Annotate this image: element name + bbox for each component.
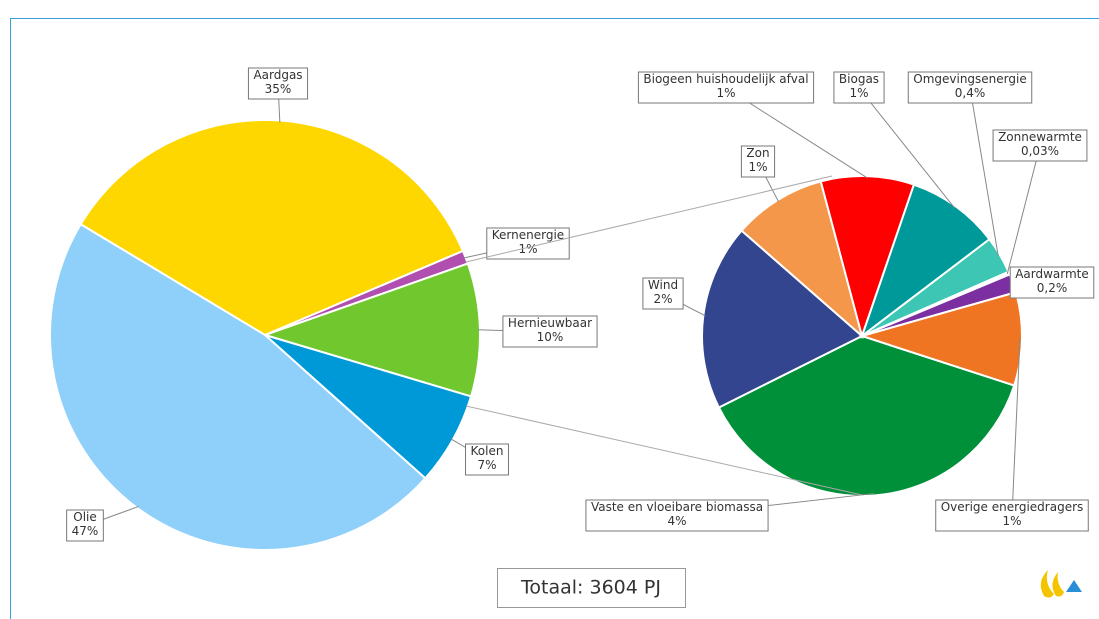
pie bbox=[701, 175, 1023, 497]
slice-label: Kolen bbox=[471, 444, 504, 458]
label-box bbox=[66, 509, 104, 542]
slice-value-label: 1% bbox=[748, 160, 767, 174]
label-box bbox=[637, 71, 815, 104]
slice-label: Wind bbox=[648, 278, 678, 292]
slice-value-label: 0,4% bbox=[955, 86, 986, 100]
pie-slice bbox=[701, 229, 864, 409]
slice-value-label: 2% bbox=[653, 292, 672, 306]
slice-value-label: 7% bbox=[477, 458, 496, 472]
slice-value-label: 1% bbox=[716, 86, 735, 100]
label-leader bbox=[1006, 145, 1041, 275]
logo bbox=[1040, 570, 1082, 598]
slice-label: Omgevingsenergie bbox=[913, 72, 1026, 86]
label-leader bbox=[969, 87, 999, 257]
connector bbox=[465, 405, 863, 496]
slice-label: Zon bbox=[746, 146, 769, 160]
slice-value-label: 47% bbox=[72, 524, 99, 538]
total-label: Totaal: 3604 PJ bbox=[520, 577, 661, 599]
slice-label: Biogas bbox=[839, 72, 879, 86]
pie bbox=[49, 119, 481, 551]
label-box bbox=[907, 71, 1033, 104]
slice-label: Hernieuwbaar bbox=[508, 316, 592, 330]
slice-label: Overige energiedragers bbox=[941, 500, 1084, 514]
label-box bbox=[642, 277, 684, 310]
pie-labels: Vaste en vloeibare biomassa4%Wind2%Zon1%… bbox=[585, 71, 1095, 532]
label-leader bbox=[858, 87, 955, 209]
pie-slice bbox=[49, 222, 427, 551]
label-box bbox=[833, 71, 885, 104]
slice-value-label: 0,03% bbox=[1021, 144, 1059, 158]
slice-value-label: 35% bbox=[265, 82, 292, 96]
label-box bbox=[585, 499, 769, 532]
slice-label: Aardgas bbox=[253, 68, 302, 82]
slice-label: Biogeen huishoudelijk afval bbox=[643, 72, 808, 86]
total-box bbox=[497, 568, 686, 608]
connector bbox=[465, 175, 833, 263]
pie-slice bbox=[819, 175, 916, 340]
label-box bbox=[247, 67, 309, 100]
label-box bbox=[502, 315, 598, 348]
slice-label: Vaste en vloeibare biomassa bbox=[591, 500, 763, 514]
slice-value-label: 1% bbox=[849, 86, 868, 100]
pie-slice bbox=[859, 183, 991, 339]
label-box bbox=[1009, 266, 1095, 299]
slice-value-label: 10% bbox=[537, 330, 564, 344]
label-box bbox=[486, 227, 570, 260]
slice-value-label: 1% bbox=[1002, 514, 1021, 528]
pie-slice bbox=[717, 334, 1016, 497]
pie-connectors bbox=[465, 175, 863, 496]
label-box bbox=[465, 443, 509, 476]
slice-label: Aardwarmte bbox=[1015, 267, 1089, 281]
slice-value-label: 4% bbox=[667, 514, 686, 528]
label-box bbox=[740, 145, 776, 178]
label-box bbox=[992, 129, 1088, 162]
slice-value-label: 1% bbox=[518, 242, 537, 256]
slice-label: Zonnewarmte bbox=[998, 130, 1082, 144]
label-leader bbox=[1011, 338, 1021, 517]
slice-value-label: 0,2% bbox=[1037, 281, 1068, 295]
slice-label: Kernenergie bbox=[492, 228, 564, 242]
slice-label: Olie bbox=[73, 510, 97, 524]
label-box bbox=[935, 499, 1089, 532]
